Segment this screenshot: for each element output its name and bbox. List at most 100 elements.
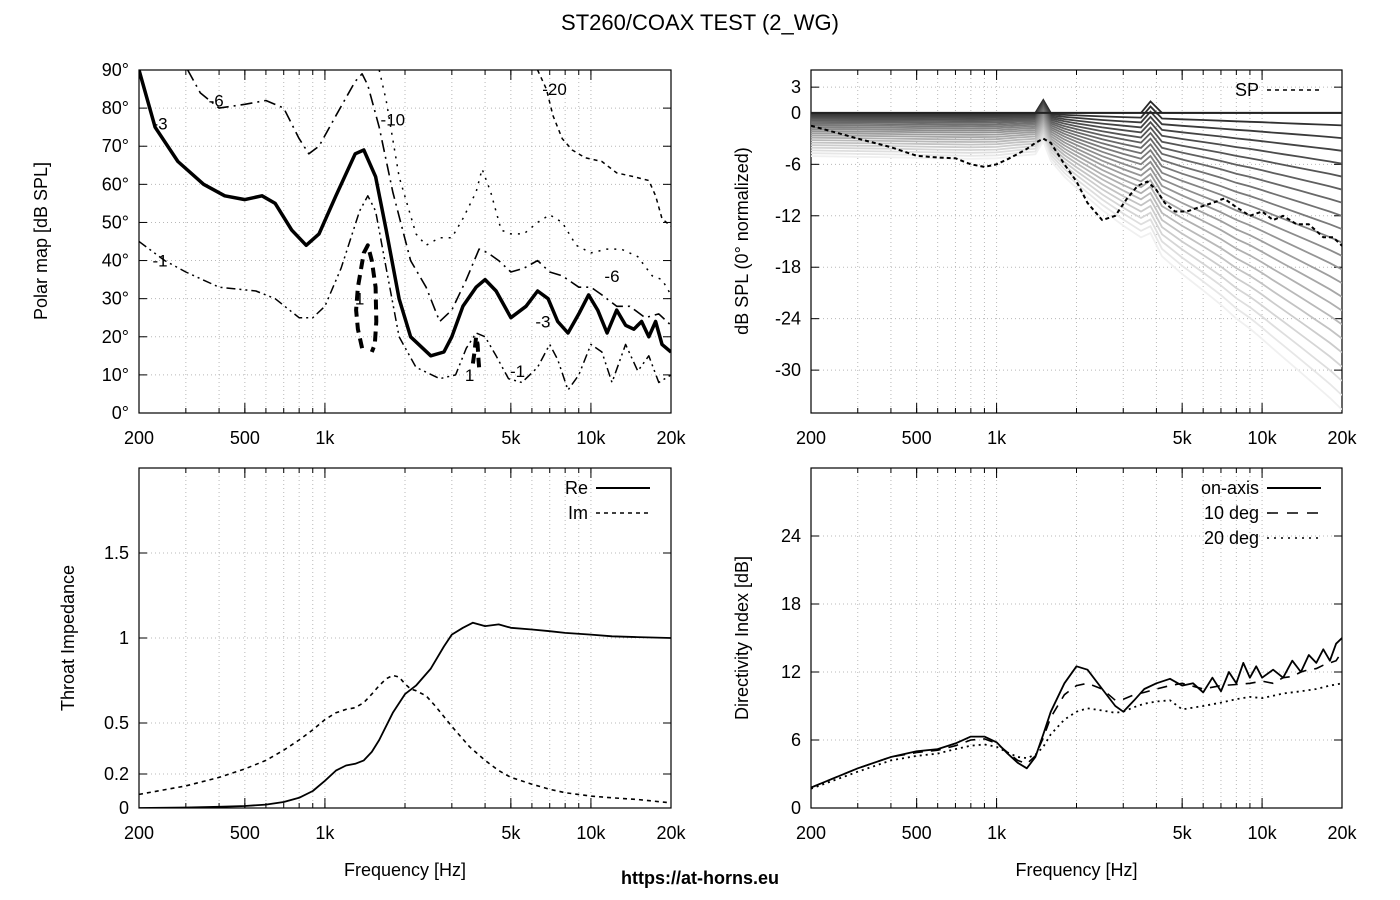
y-tick-label: 80° [102, 98, 129, 118]
y-axis-label: Throat Impedance [58, 565, 78, 711]
x-tick-label: 500 [902, 428, 932, 448]
off-axis-curve [811, 106, 1342, 204]
y-tick-label: 70° [102, 136, 129, 156]
series-im [139, 674, 671, 804]
y-axis-label: Polar map [dB SPL] [31, 162, 51, 320]
contour-line [139, 195, 671, 391]
off-axis-curve [811, 136, 1342, 396]
x-tick-label: 5k [501, 428, 521, 448]
x-tick-label: 200 [124, 428, 154, 448]
y-tick-label: 3 [791, 77, 801, 97]
off-axis-curve [811, 128, 1342, 354]
legend-label: SP [1235, 80, 1259, 100]
y-tick-label: 0° [112, 403, 129, 423]
panel-impedance: 0 0.2 0.5 1 1.5 200 500 1k 5k 10k 20k Throat Impeda… [58, 467, 687, 880]
off-axis-curve [811, 99, 1342, 127]
plot-area [139, 70, 671, 391]
off-axis-curve [811, 133, 1342, 382]
x-tick-label: 5k [1173, 823, 1193, 843]
series-re [139, 621, 671, 808]
footer-url[interactable]: https://at-horns.eu [621, 868, 779, 888]
legend-label: 20 deg [1204, 528, 1259, 548]
contour-label: 1 [355, 290, 364, 309]
contour-label: -1 [510, 362, 525, 381]
off-axis-curve [811, 111, 1342, 244]
x-tick-label: 10k [576, 428, 606, 448]
off-axis-curve [811, 103, 1342, 178]
off-axis-curve [811, 115, 1342, 271]
y-tick-label: 0 [119, 798, 129, 818]
contour-line [378, 70, 671, 296]
contour-label: 1 [465, 366, 474, 385]
x-tick-label: 1k [987, 823, 1007, 843]
y-tick-label: 10° [102, 365, 129, 385]
x-tick-label: 500 [902, 823, 932, 843]
x-tick-label: 10k [1248, 823, 1278, 843]
off-axis-curve [811, 117, 1342, 284]
off-axis-curve [811, 102, 1342, 165]
x-tick-label: 20k [656, 428, 686, 448]
y-tick-label: 90° [102, 60, 129, 80]
x-tick-label: 10k [576, 823, 606, 843]
off-axis-curve [811, 101, 1342, 152]
off-axis-curve [811, 139, 1342, 411]
y-tick-label: 60° [102, 174, 129, 194]
x-tick-label: 200 [796, 823, 826, 843]
contour-label: -6 [604, 267, 619, 286]
y-tick-label: 24 [781, 526, 801, 546]
series-on-axis [811, 637, 1342, 789]
y-tick-label: -12 [775, 206, 801, 226]
page-title: ST260/COAX TEST (2_WG) [561, 10, 839, 35]
plot-area [139, 621, 671, 808]
off-axis-curve [811, 121, 1342, 312]
y-axis-label: dB SPL (0° normalized) [732, 147, 752, 335]
contour-label: -20 [542, 80, 567, 99]
series-20-deg [811, 682, 1342, 790]
contour-line [354, 243, 379, 353]
panel-polar: 0° 10° 20° 30° 40° 50° 60° 70° 80° 90° 200 500 1k 5k 1… [31, 60, 687, 448]
off-axis-curve [811, 105, 1342, 191]
x-tick-label: 500 [230, 823, 260, 843]
y-axis-label: Directivity Index [dB] [732, 556, 752, 720]
off-axis-curve [811, 108, 1342, 217]
panel-directivity: 0 6 12 18 24 200 500 1k 5k 10k 20k Directivity Inde… [732, 467, 1358, 880]
contour-line [186, 70, 671, 326]
y-tick-label: 30° [102, 289, 129, 309]
y-tick-label: 1.5 [104, 543, 129, 563]
x-tick-label: 10k [1248, 428, 1278, 448]
contour-label: -3 [152, 114, 167, 133]
y-tick-label: 0.5 [104, 713, 129, 733]
contour-line [470, 334, 482, 368]
y-tick-label: 18 [781, 594, 801, 614]
legend-label: Re [565, 478, 588, 498]
off-axis-curve [811, 123, 1342, 326]
off-axis-curve [811, 119, 1342, 298]
series-10-deg [811, 651, 1342, 789]
off-axis-curve [811, 100, 1342, 139]
y-tick-label: -24 [775, 309, 801, 329]
plot-area [811, 637, 1342, 790]
y-tick-label: -30 [775, 360, 801, 380]
y-tick-label: 6 [791, 730, 801, 750]
x-axis-label: Frequency [Hz] [344, 860, 466, 880]
off-axis-curve [811, 126, 1342, 340]
x-tick-label: 1k [315, 823, 335, 843]
x-axis-label: Frequency [Hz] [1015, 860, 1137, 880]
x-tick-label: 1k [987, 428, 1007, 448]
legend-label: Im [568, 503, 588, 523]
x-tick-label: 200 [796, 428, 826, 448]
x-tick-label: 5k [1173, 428, 1193, 448]
y-tick-label: 20° [102, 327, 129, 347]
panel-normalized: 3 0 -6 -12 -18 -24 -30 200 500 1k 5k 10k 20k dB SPL (… [732, 69, 1358, 448]
y-tick-label: 1 [119, 628, 129, 648]
contour-line [139, 70, 671, 358]
y-tick-label: -18 [775, 257, 801, 277]
y-tick-label: 0 [791, 103, 801, 123]
off-axis-curve [811, 113, 1342, 257]
y-tick-label: 12 [781, 662, 801, 682]
contour-label: -10 [381, 111, 406, 130]
contour-label: -1 [152, 252, 167, 271]
plot-area [811, 98, 1342, 411]
contour-line [536, 70, 671, 227]
